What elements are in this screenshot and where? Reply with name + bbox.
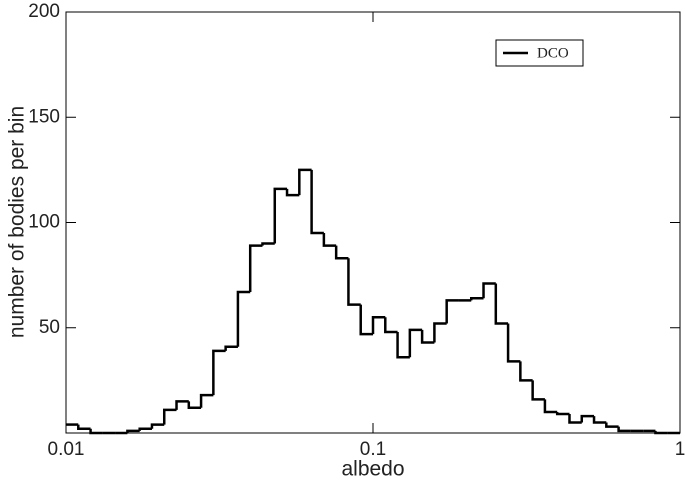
histogram-step — [77, 424, 91, 431]
histogram-step — [261, 242, 275, 246]
histogram-step — [224, 345, 238, 351]
histogram-step — [162, 408, 177, 425]
histogram-step — [359, 304, 373, 336]
y-tick-label: 100 — [28, 212, 60, 233]
histogram-step — [236, 290, 251, 347]
histogram-step — [248, 244, 263, 292]
histogram-step — [592, 416, 607, 424]
y-axis-label: number of bodies per bin — [6, 106, 29, 338]
histogram-step — [482, 282, 496, 299]
histogram-step — [506, 323, 521, 363]
histogram-step — [126, 429, 140, 433]
histogram-step — [89, 428, 103, 435]
histogram-step — [519, 361, 533, 382]
histogram-step — [138, 427, 152, 431]
histogram-step — [273, 187, 288, 244]
histogram-step — [654, 430, 668, 435]
histogram-step — [420, 329, 435, 344]
histogram-step — [469, 297, 484, 301]
histogram-step — [175, 400, 189, 410]
histogram-step — [310, 169, 324, 235]
x-tick-label: 0.01 — [48, 439, 85, 460]
histogram-step — [199, 393, 214, 408]
histogram-step — [555, 411, 570, 416]
histogram-step — [543, 399, 558, 414]
histogram-step — [617, 426, 631, 433]
x-tick-label: 1 — [675, 439, 685, 460]
y-tick-label: 50 — [39, 317, 60, 338]
histogram-step — [396, 331, 410, 359]
histogram-step — [347, 258, 361, 306]
histogram-step — [212, 349, 226, 396]
histogram-step — [408, 328, 423, 358]
histogram-step — [187, 401, 202, 409]
histogram-step — [433, 322, 447, 343]
histogram-step — [384, 317, 398, 334]
histogram-step — [531, 380, 545, 401]
histogram-step — [371, 315, 386, 335]
histogram-step — [298, 168, 312, 196]
plot-frame — [65, 11, 681, 434]
histogram-step — [605, 422, 619, 428]
histogram-step — [494, 283, 509, 325]
x-tick-label: 0.1 — [360, 439, 386, 460]
legend-label: DCO — [537, 45, 569, 61]
x-axis-label: albedo — [341, 458, 404, 481]
y-tick-label: 200 — [28, 1, 60, 22]
histogram-step — [445, 299, 459, 324]
histogram-step — [568, 414, 582, 424]
histogram-step — [150, 423, 165, 429]
histogram-step — [285, 188, 300, 197]
histogram-step — [580, 414, 595, 423]
histogram-step — [322, 233, 337, 247]
y-tick-label: 150 — [28, 106, 60, 127]
histogram-step — [334, 245, 349, 260]
